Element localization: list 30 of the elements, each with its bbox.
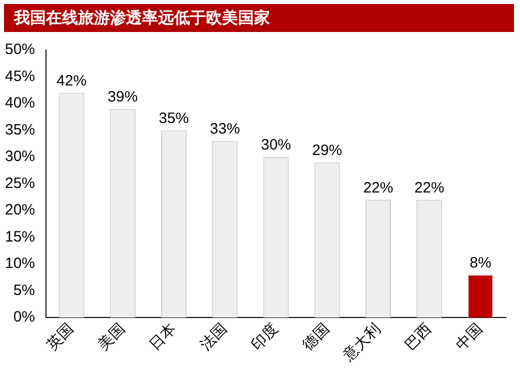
y-tick-label: 10% [4, 255, 36, 272]
y-tick-label: 40% [4, 94, 36, 112]
data-label: 30% [260, 136, 292, 154]
x-tick-label: 法国 [196, 320, 230, 354]
data-label: 22% [363, 179, 394, 196]
x-tick-label: 意大利 [338, 320, 384, 365]
x-tick-label: 德国 [298, 320, 333, 354]
x-tick-label: 中国 [452, 320, 486, 354]
data-label: 39% [108, 88, 138, 106]
data-label: 8% [470, 254, 492, 272]
y-tick-label: 35% [4, 121, 36, 138]
chart-title: 我国在线旅游渗透率远低于欧美国家 [4, 4, 514, 32]
x-tick-label: 美国 [94, 320, 128, 354]
data-label: 42% [56, 72, 87, 90]
x-tick-label: 英国 [43, 320, 78, 354]
y-tick-label: 25% [4, 174, 36, 192]
data-label: 29% [312, 142, 342, 159]
data-label: 35% [158, 110, 189, 127]
x-tick-label: 印度 [248, 320, 282, 354]
x-tick-label: 日本 [145, 320, 180, 354]
data-label: 22% [414, 179, 444, 196]
y-tick-label: 30% [4, 148, 36, 166]
y-tick-label: 15% [4, 228, 36, 246]
y-tick-label: 50% [4, 41, 36, 58]
y-tick-label: 5% [13, 282, 36, 299]
y-tick-label: 20% [4, 202, 36, 219]
y-tick-label: 0% [13, 308, 36, 326]
y-tick-label: 45% [4, 68, 36, 85]
data-label: 33% [210, 120, 240, 138]
x-tick-label: 巴西 [400, 320, 435, 354]
